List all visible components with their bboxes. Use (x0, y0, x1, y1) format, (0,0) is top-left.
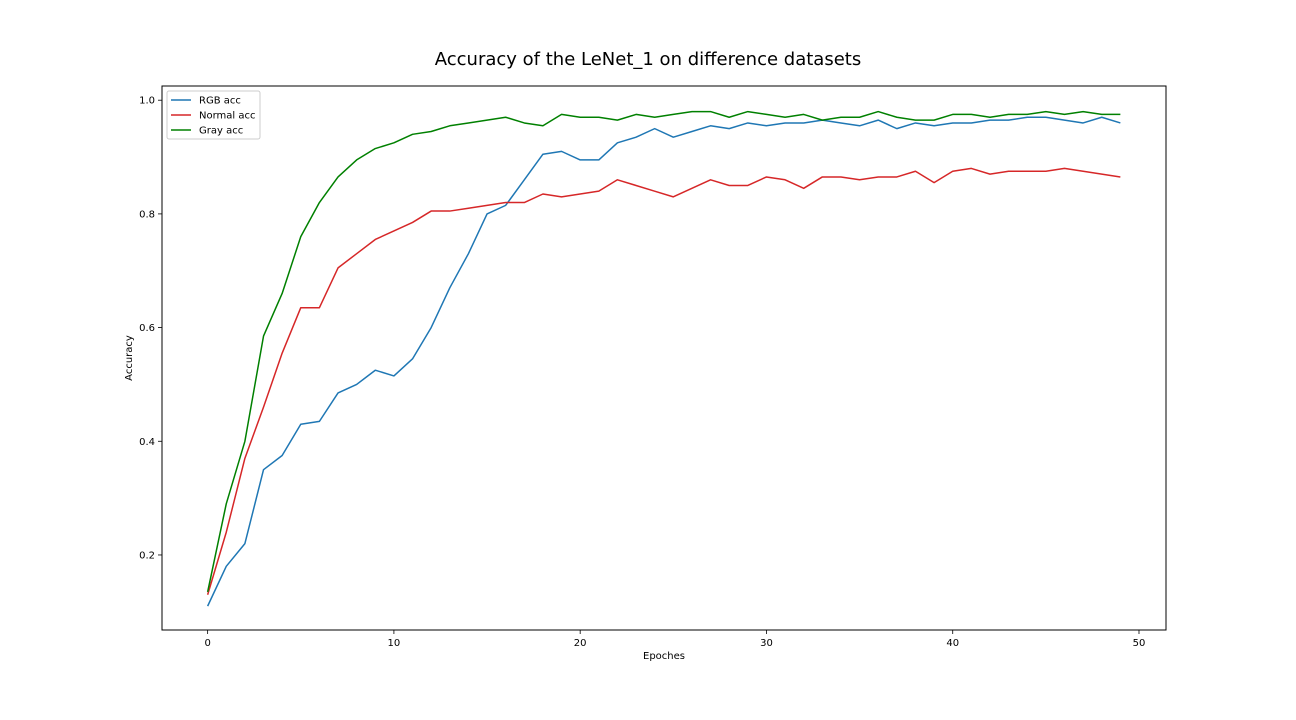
y-axis: 0.2 0.4 0.6 0.8 1.0 (139, 96, 162, 561)
y-tick-label: 0.2 (139, 550, 155, 561)
x-axis-label: Epoches (643, 651, 685, 662)
y-tick-label: 1.0 (139, 96, 155, 107)
y-axis-label: Accuracy (124, 335, 135, 381)
y-tick-label: 0.4 (139, 437, 155, 448)
y-tick-label: 0.8 (139, 209, 155, 220)
y-tick-label: 0.6 (139, 323, 155, 334)
series-line-rgb-acc (206, 116, 1121, 607)
plot-area-frame (161, 85, 1167, 631)
x-tick-label: 40 (946, 638, 959, 649)
x-tick-label: 10 (388, 638, 401, 649)
series-line-normal-acc (206, 167, 1121, 595)
series-line-gray-acc (206, 110, 1121, 593)
x-tick-label: 30 (760, 638, 773, 649)
x-axis: 0 10 20 30 40 50 (204, 630, 1145, 649)
x-tick-label: 0 (204, 638, 210, 649)
legend-label-gray: Gray acc (199, 126, 243, 137)
chart-title: Accuracy of the LeNet_1 on difference da… (435, 49, 861, 70)
series-layer (206, 110, 1121, 607)
legend-label-rgb: RGB acc (199, 96, 241, 107)
x-tick-label: 20 (574, 638, 587, 649)
legend: RGB acc Normal acc Gray acc (166, 90, 261, 140)
x-tick-label: 50 (1133, 638, 1146, 649)
legend-label-normal: Normal acc (199, 111, 255, 122)
legend-box (166, 90, 261, 140)
